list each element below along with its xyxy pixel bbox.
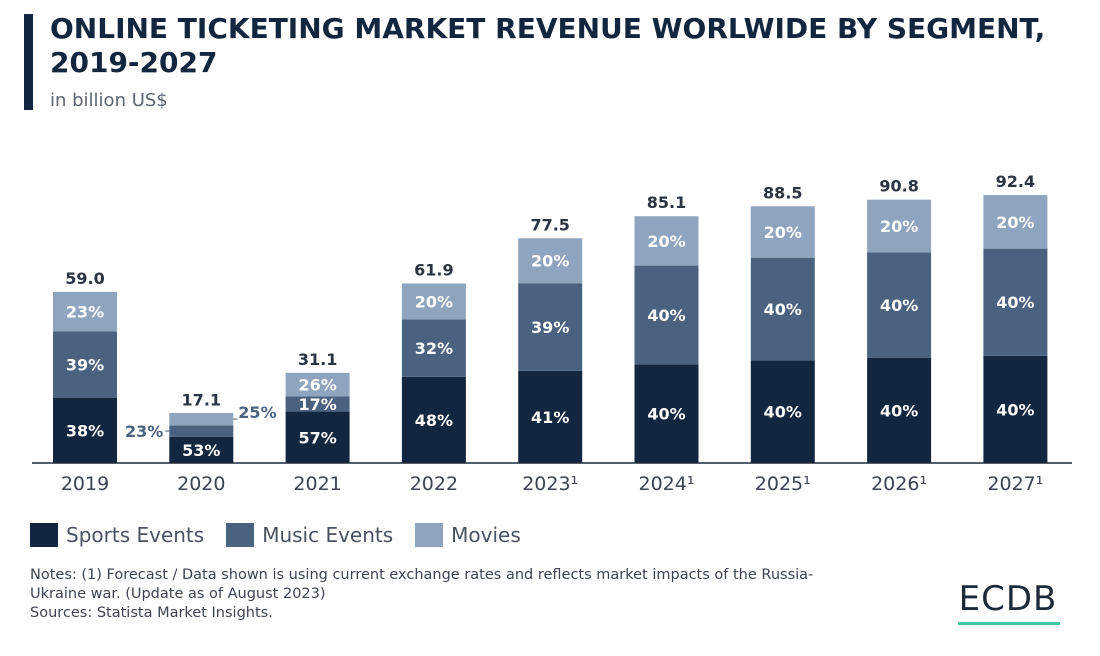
total-label: 90.8 xyxy=(879,177,918,196)
bar-segment-movies xyxy=(285,372,350,397)
bar-segment-movies xyxy=(634,216,699,266)
x-tick-label: 2022 xyxy=(410,473,458,495)
x-tick-label: 2023¹ xyxy=(522,473,578,495)
bar-segment-movies xyxy=(169,412,234,426)
legend-swatch-movies xyxy=(415,523,444,547)
segment-label: 17% xyxy=(298,395,336,414)
bar-segment-music xyxy=(401,319,466,377)
segment-label: 25% xyxy=(238,403,276,422)
logo-underline xyxy=(958,622,1060,625)
bar-segment-movies xyxy=(750,206,815,258)
bar-segment-sports xyxy=(169,436,234,463)
title-accent-bar xyxy=(24,14,33,110)
bar-segment-sports xyxy=(518,370,583,463)
segment-label: 53% xyxy=(182,441,220,460)
segment-label: 40% xyxy=(764,403,802,422)
segment-label: 20% xyxy=(880,217,918,236)
segment-label: 40% xyxy=(647,306,685,325)
segment-label: 39% xyxy=(66,356,104,375)
bar-segment-music xyxy=(983,248,1048,356)
x-tick-label: 2025¹ xyxy=(755,473,811,495)
segment-label: 23% xyxy=(125,422,163,441)
legend-swatch-music xyxy=(226,523,255,547)
ecdb-logo: ECDB xyxy=(958,579,1058,619)
segment-label: 20% xyxy=(764,223,802,242)
segment-label: 39% xyxy=(531,318,569,337)
segment-label: 26% xyxy=(298,376,336,395)
segment-label: 20% xyxy=(647,232,685,251)
bar-segment-music xyxy=(53,331,117,398)
x-tick-label: 2019 xyxy=(61,473,109,495)
segment-label: 40% xyxy=(880,401,918,420)
bar-segment-sports xyxy=(867,357,932,463)
segment-label: 57% xyxy=(298,428,336,447)
segment-label: 40% xyxy=(764,300,802,319)
total-label: 59.0 xyxy=(65,269,104,288)
bar-segment-sports xyxy=(401,376,466,463)
total-label: 85.1 xyxy=(647,193,686,212)
legend: Sports Events Music Events Movies xyxy=(30,521,529,549)
segment-label: 40% xyxy=(647,405,685,424)
chart-subtitle: in billion US$ xyxy=(50,90,168,111)
legend-label-music: Music Events xyxy=(262,523,394,547)
segment-label: 48% xyxy=(415,411,453,430)
bar-segment-sports xyxy=(53,397,117,463)
x-tick-label: 2021 xyxy=(293,473,341,495)
bar-segment-music xyxy=(634,265,699,365)
legend-label-sports: Sports Events xyxy=(66,523,205,547)
sources-line: Sources: Statista Market Insights. xyxy=(30,605,273,621)
segment-label: 38% xyxy=(66,421,104,440)
bar-segment-music xyxy=(518,283,583,371)
total-label: 77.5 xyxy=(530,215,569,234)
bar-segment-movies xyxy=(983,195,1048,249)
bar-segment-sports xyxy=(285,411,350,463)
bar-segment-music xyxy=(285,396,350,412)
stacked-bar-chart: 38% 39% 23% 59.0 2019 53% 23% 25% 17.1 2020 57% 17%… xyxy=(32,172,1072,495)
segment-label: 20% xyxy=(415,292,453,311)
bar-segment-music xyxy=(169,425,234,437)
segment-label: 41% xyxy=(531,408,569,427)
total-label: 31.1 xyxy=(298,350,337,369)
bar-segment-sports xyxy=(983,355,1048,463)
segment-label: 32% xyxy=(415,339,453,358)
legend-item-movies: Movies xyxy=(415,523,521,547)
bar-segment-music xyxy=(750,257,815,361)
segment-label: 40% xyxy=(996,400,1034,419)
total-label: 88.5 xyxy=(763,183,802,202)
x-tick-label: 2027¹ xyxy=(987,473,1043,495)
segment-label: 20% xyxy=(996,213,1034,232)
legend-swatch-sports xyxy=(30,523,58,547)
legend-item-music: Music Events xyxy=(226,523,393,547)
bar-segment-movies xyxy=(53,291,117,332)
bar-segment-sports xyxy=(634,364,699,463)
bar-segment-movies xyxy=(401,283,466,320)
legend-label-movies: Movies xyxy=(451,523,521,547)
segment-label: 40% xyxy=(996,293,1034,312)
bar-segment-sports xyxy=(750,360,815,463)
total-label: 17.1 xyxy=(182,390,221,409)
segment-label: 20% xyxy=(531,252,569,271)
x-tick-label: 2026¹ xyxy=(871,473,927,495)
x-tick-label: 2024¹ xyxy=(639,473,695,495)
total-label: 61.9 xyxy=(414,260,453,279)
notes: Notes: (1) Forecast / Data shown is usin… xyxy=(30,566,860,623)
segment-label: 23% xyxy=(66,303,104,322)
bar-segment-movies xyxy=(867,199,932,253)
x-tick-label: 2020 xyxy=(177,473,225,495)
bar-segment-movies xyxy=(518,238,583,284)
legend-item-sports: Sports Events xyxy=(30,523,204,547)
total-label: 92.4 xyxy=(996,172,1035,191)
bar-segment-music xyxy=(867,252,932,358)
segment-label: 40% xyxy=(880,296,918,315)
notes-line: Notes: (1) Forecast / Data shown is usin… xyxy=(30,567,814,602)
chart-title: ONLINE TICKETING MARKET REVENUE WORLWIDE… xyxy=(50,12,1046,79)
